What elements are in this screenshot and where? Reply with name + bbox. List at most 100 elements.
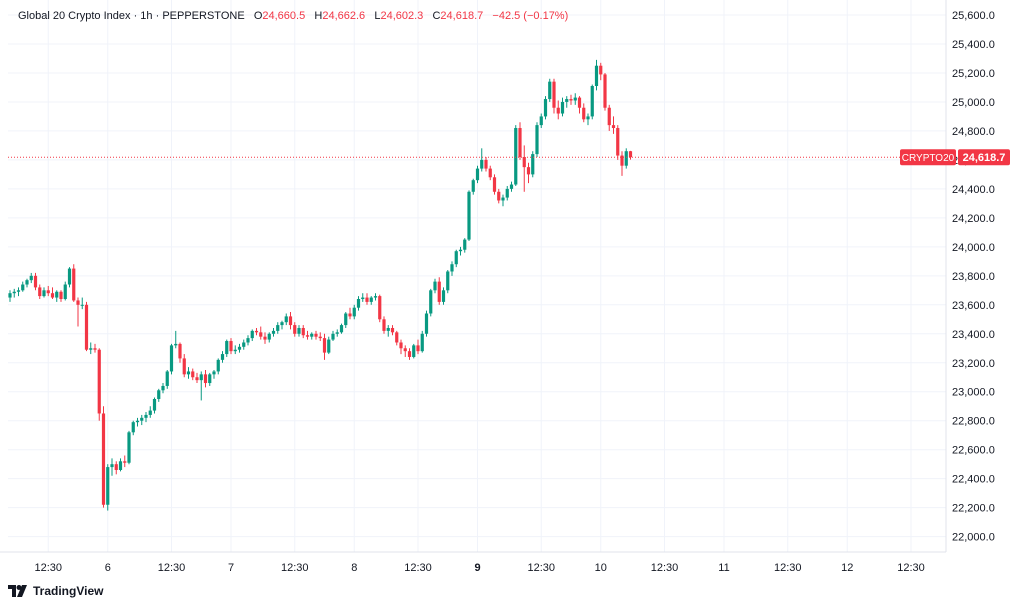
candle-body (254, 330, 259, 333)
candle (603, 72, 607, 111)
candle (620, 151, 624, 176)
close-value: 24,618.7 (440, 10, 484, 22)
y-tick-label: 25,200.0 (952, 68, 995, 80)
candle (446, 270, 450, 294)
time-axis[interactable]: 12:30 6 12:30 7 12:30 8 12:30 9 12:30 10 12:30 11 12… (0, 551, 946, 574)
candle (212, 370, 216, 379)
candle-body (276, 325, 280, 331)
candle (403, 345, 407, 357)
candle (293, 322, 297, 337)
x-tick-label: 12:30 (404, 562, 432, 574)
high-label: H (314, 10, 323, 22)
candle-body (67, 268, 72, 285)
candle-body (373, 296, 378, 298)
candle-body (471, 180, 475, 192)
candle (450, 261, 454, 276)
candle-body (560, 101, 565, 114)
candle-body (118, 461, 123, 470)
price-badge-bg (958, 149, 1010, 166)
candle-body (390, 327, 395, 333)
candle-body (12, 291, 16, 294)
candle (50, 287, 55, 300)
candle-body (573, 97, 577, 101)
candle-body (144, 414, 148, 418)
candle (454, 249, 458, 268)
candle-body (259, 332, 263, 337)
candle-body (250, 330, 254, 339)
candle-body (450, 264, 454, 272)
candle-body (344, 313, 348, 326)
candle-body (420, 333, 424, 352)
candle (199, 371, 203, 401)
candle (21, 281, 25, 292)
candle (424, 310, 429, 337)
candle-body (497, 191, 501, 201)
candle-body (463, 239, 467, 250)
candle-body (331, 333, 335, 340)
candle-body (569, 99, 573, 101)
candle (80, 297, 84, 310)
tradingview-branding[interactable]: TradingView (8, 584, 103, 598)
y-tick-label: 22,800.0 (952, 416, 995, 428)
candle (471, 178, 475, 195)
candlestick-series (8, 59, 633, 511)
y-tick-label: 22,000.0 (952, 532, 995, 544)
price-axis[interactable]: 25,600.0 25,400.0 25,200.0 25,000.0 24,800.0… (945, 0, 995, 552)
candle-body (191, 371, 195, 378)
candle-body (382, 319, 386, 331)
chart-grid (8, 0, 946, 552)
y-tick-label: 22,400.0 (952, 474, 995, 486)
y-tick-label: 25,600.0 (952, 10, 995, 22)
low-label: L (374, 10, 381, 22)
candle (484, 157, 488, 172)
candle (505, 185, 509, 201)
candle (93, 343, 97, 353)
candle (586, 113, 590, 126)
candle-body (424, 313, 429, 334)
candle (229, 338, 233, 355)
candle (365, 293, 369, 305)
candle-body (484, 159, 488, 169)
candle (165, 370, 169, 389)
candle-body (301, 327, 305, 336)
y-tick-label: 22,600.0 (952, 445, 995, 457)
candle-body (327, 339, 331, 353)
candle (373, 293, 378, 301)
candle-body (63, 284, 67, 300)
candle-body (97, 349, 101, 414)
candle (59, 290, 63, 302)
candle (297, 325, 301, 337)
candle-body (55, 291, 59, 298)
candle-body (178, 343, 182, 359)
y-tick-label: 22,200.0 (952, 503, 995, 515)
interval[interactable]: 1h (140, 10, 153, 22)
candle (416, 339, 420, 355)
y-tick-label: 25,000.0 (952, 97, 995, 109)
low-value: 24,602.3 (380, 10, 424, 22)
candle-body (365, 297, 369, 302)
symbol-name[interactable]: Global 20 Crypto Index (18, 10, 131, 22)
candle (369, 296, 373, 305)
price-change: −42.5 (−0.17%) (492, 10, 569, 22)
candle (475, 165, 480, 184)
candle (607, 104, 611, 131)
candle-body (80, 304, 84, 306)
candle-body (518, 128, 522, 158)
x-tick-label: 12:30 (774, 562, 802, 574)
candle-body (16, 290, 21, 292)
candle (63, 281, 67, 301)
candle (276, 322, 280, 334)
candle-body (186, 371, 191, 375)
candle-body (233, 349, 237, 352)
candle-body (199, 374, 203, 381)
candle (480, 148, 484, 172)
candle-body (475, 168, 480, 181)
candle (433, 278, 437, 294)
price-badge-text: 24,618.7 (963, 152, 1006, 164)
candle (72, 264, 76, 302)
candle-body (25, 280, 29, 285)
candle-body (335, 332, 339, 334)
candle-body (101, 413, 106, 505)
candle (237, 343, 242, 353)
